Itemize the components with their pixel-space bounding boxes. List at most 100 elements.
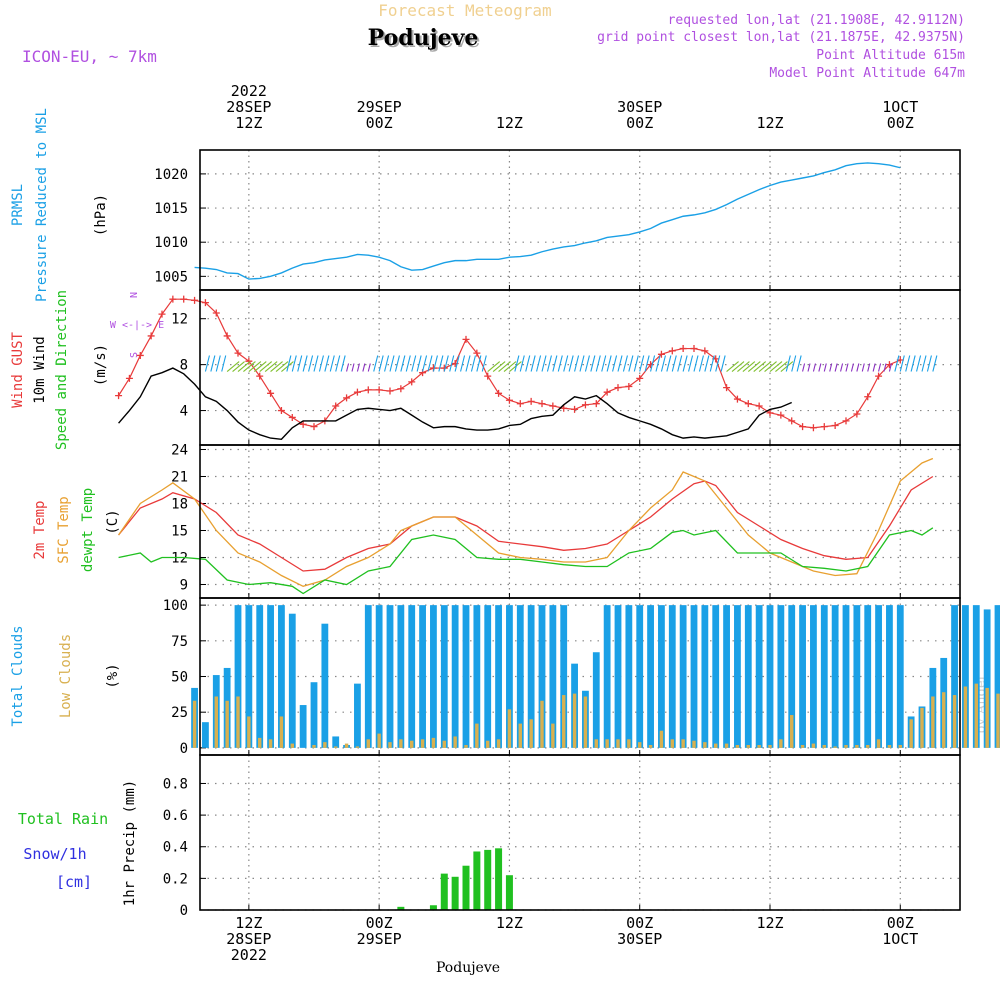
total-cloud-bar xyxy=(495,605,502,748)
wind-arrow xyxy=(204,355,210,372)
total-cloud-bar xyxy=(636,605,644,748)
time-label-top: 30SEP xyxy=(617,98,662,116)
low-cloud-bar xyxy=(236,696,240,748)
gust-marker xyxy=(809,424,817,432)
low-cloud-bar xyxy=(214,696,218,748)
wind-arrow xyxy=(606,355,612,372)
total-cloud-bar xyxy=(440,605,448,748)
total-cloud-bar xyxy=(896,605,904,748)
snow-label: Snow/1h xyxy=(23,845,86,863)
low-cloud-bar xyxy=(247,716,251,748)
panel-frame xyxy=(199,149,961,291)
total-cloud-bar xyxy=(538,605,546,748)
temp2m-label: 2m Temp xyxy=(32,500,48,559)
low-cloud-bar xyxy=(486,740,490,748)
gust-marker xyxy=(723,384,731,392)
y-tick-label: 12 xyxy=(171,551,188,567)
low-cloud-bar xyxy=(496,739,501,748)
wind-arrow xyxy=(351,363,355,372)
location-title-shadow: Podujeve xyxy=(370,27,481,53)
gust-marker xyxy=(549,402,557,410)
total-cloud-bar xyxy=(419,605,426,748)
low-cloud-bar xyxy=(225,700,229,748)
wind-arrow xyxy=(916,355,922,372)
time-label-top: 12Z xyxy=(756,114,783,132)
y-tick-label: 25 xyxy=(171,705,188,721)
cloud-unit: (%) xyxy=(105,663,121,688)
wind-arrow xyxy=(617,355,623,372)
gust-marker xyxy=(788,417,796,425)
wind-arrow xyxy=(232,361,245,372)
wind-arrow xyxy=(688,355,694,372)
wind-label: 10m Wind xyxy=(32,336,48,403)
wind-arrow xyxy=(932,355,938,372)
rain-bar xyxy=(451,876,459,910)
wind-arrow xyxy=(514,355,520,372)
wind-arrow xyxy=(356,363,360,372)
time-label-top: 12Z xyxy=(235,114,262,132)
gust-marker xyxy=(647,361,655,369)
gust-marker xyxy=(408,378,416,386)
gust-marker xyxy=(625,382,633,390)
y-tick-label: 21 xyxy=(171,470,188,486)
wind-arrow xyxy=(590,355,596,372)
wind-arrow xyxy=(324,355,330,372)
wind-arrow xyxy=(894,355,900,372)
rain-bar xyxy=(473,851,481,910)
wind-arrow xyxy=(503,361,517,372)
low-cloud-bar xyxy=(279,716,284,748)
wind-arrow xyxy=(899,355,905,372)
low-cloud-bar xyxy=(866,745,870,748)
wind-arrow xyxy=(335,355,341,372)
wind-arrow xyxy=(709,355,715,372)
wind-arrow xyxy=(530,355,536,372)
total-cloud-bar xyxy=(744,605,752,748)
low-cloud-bar xyxy=(344,743,349,748)
total-cloud-bar xyxy=(972,605,980,748)
wind-arrow xyxy=(226,361,240,372)
low-cloud-bar xyxy=(909,719,913,748)
y-tick-label: 1015 xyxy=(154,201,188,217)
y-tick-label: 0.4 xyxy=(163,840,188,856)
y-tick-label: 0.2 xyxy=(163,871,188,887)
wind-arrow xyxy=(910,355,916,372)
pressure-line xyxy=(194,162,901,280)
total-cloud-bar xyxy=(549,605,557,748)
total-cloud-bar xyxy=(256,605,264,748)
low-cloud-bar xyxy=(377,733,381,748)
rain-bar xyxy=(429,905,437,910)
wind-arrow xyxy=(731,361,745,372)
wind-arrow xyxy=(660,355,666,372)
total-clouds-label: Total Clouds xyxy=(10,625,26,726)
low-cloud-bar xyxy=(334,746,338,748)
low-cloud-bar xyxy=(887,745,892,748)
y-tick-label: 0 xyxy=(180,741,188,757)
total-cloud-bar xyxy=(408,605,416,748)
wind-arrow xyxy=(633,355,639,372)
gust-marker xyxy=(375,386,383,394)
wind-arrow xyxy=(210,355,216,372)
wind-arrow xyxy=(568,355,574,372)
point-altitude: Point Altitude 615m xyxy=(816,48,965,63)
time-label-bottom: 00Z xyxy=(366,914,393,932)
y-tick-label: 75 xyxy=(171,634,188,650)
wind-arrow xyxy=(622,355,628,372)
low-cloud-bar xyxy=(583,696,588,748)
total-cloud-bar xyxy=(647,605,654,748)
low-cloud-bar xyxy=(692,740,696,748)
gust-marker xyxy=(484,372,492,380)
low-cloud-bar xyxy=(529,719,533,748)
total-rain-label: Total Rain xyxy=(18,810,108,828)
low-cloud-bar xyxy=(735,745,740,748)
wind-arrow xyxy=(872,363,876,372)
gust-marker xyxy=(158,310,166,318)
gust-marker xyxy=(831,421,839,429)
compass-n: N xyxy=(129,292,140,298)
wind-arrow xyxy=(302,355,308,372)
total-cloud-bar xyxy=(451,605,459,748)
wind-arrow xyxy=(850,363,854,372)
wind-arrow xyxy=(443,355,449,372)
wind-arrow xyxy=(519,355,525,372)
time-label-top: 28SEP xyxy=(226,98,271,116)
low-cloud-bar xyxy=(996,693,1000,748)
